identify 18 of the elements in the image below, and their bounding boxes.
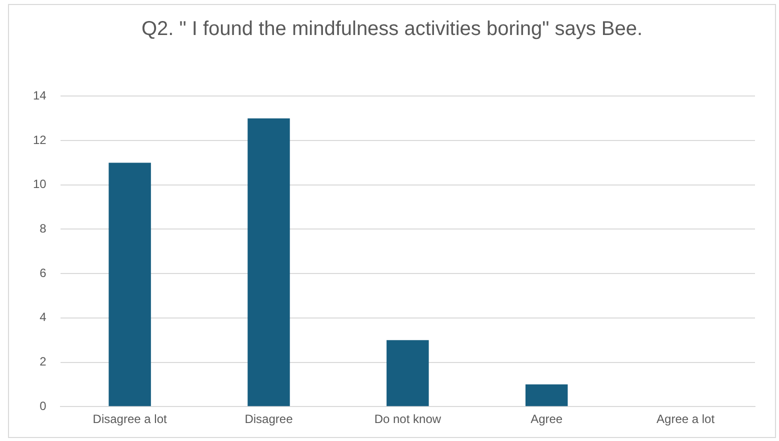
- x-tick-label: Disagree: [244, 412, 294, 426]
- x-tick-label: Agree a lot: [656, 412, 716, 426]
- x-tick-label: Disagree a lot: [92, 412, 168, 426]
- y-tick-label: 6: [40, 266, 47, 280]
- y-tick-label: 0: [40, 398, 47, 413]
- bar: [525, 384, 568, 406]
- bar: [248, 118, 290, 406]
- y-tick-label: 4: [40, 310, 47, 324]
- y-tick-label: 2: [40, 354, 47, 369]
- y-tick-label: 12: [32, 132, 47, 147]
- bar: [386, 340, 429, 406]
- x-tick-label: Do not know: [374, 412, 442, 426]
- chart-title: Q2. " I found the mindfulness activities boring" says Bee.: [140, 17, 644, 41]
- x-tick-label: Agree: [530, 412, 563, 426]
- y-tick-label: 8: [40, 222, 47, 236]
- bar: [108, 162, 151, 406]
- y-tick-label: 14: [32, 88, 47, 103]
- y-tick-label: 10: [32, 177, 47, 192]
